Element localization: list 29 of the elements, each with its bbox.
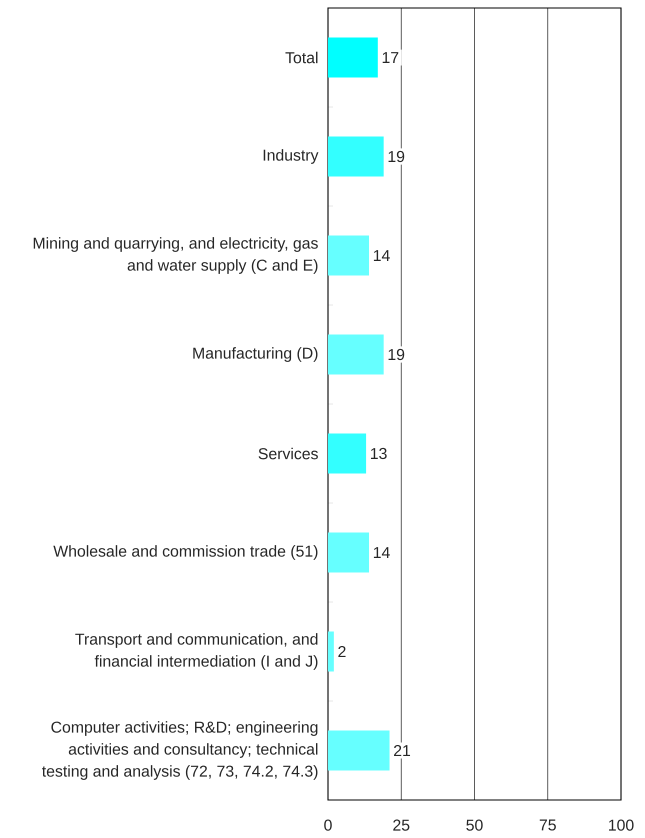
x-tick-label: 25 (393, 820, 410, 831)
bar (328, 532, 370, 573)
data-label: 21 (394, 744, 410, 756)
data-label: 19 (388, 150, 404, 162)
data-label: 13 (370, 448, 387, 460)
bar (328, 136, 384, 177)
y-tick-label: Services (258, 448, 318, 460)
x-tick-label: 50 (466, 820, 483, 831)
x-tick-label: 75 (540, 820, 556, 831)
data-label: 14 (374, 250, 390, 261)
data-label: 19 (388, 348, 404, 360)
y-tick-label: Manufacturing (D) (193, 347, 318, 362)
bar (328, 434, 366, 474)
bar (328, 730, 390, 771)
y-tick-label: Wholesale and commission trade (51) (53, 545, 318, 560)
data-label: 14 (374, 547, 390, 558)
bar (328, 334, 384, 375)
y-tick-label: Transport and communication, and financial intermediation (I and J) (75, 633, 318, 670)
y-tick-label: Industry (264, 149, 318, 164)
bar (328, 38, 378, 78)
x-tick-label: 0 (324, 820, 332, 831)
y-tick-label: Mining and quarrying, and electricity, gas and water supply (C and E) (34, 237, 318, 274)
y-tick-label: Computer activities; R&D; engineering activities and consultancy; technical testing and analysis (72, 73, 74.2, 74.3) (42, 721, 318, 780)
bar (328, 236, 370, 276)
bar (328, 632, 334, 672)
data-label: 2 (338, 646, 346, 658)
data-label: 17 (382, 52, 398, 63)
y-tick-label: Total (285, 52, 318, 64)
x-tick-label: 100 (609, 820, 634, 831)
